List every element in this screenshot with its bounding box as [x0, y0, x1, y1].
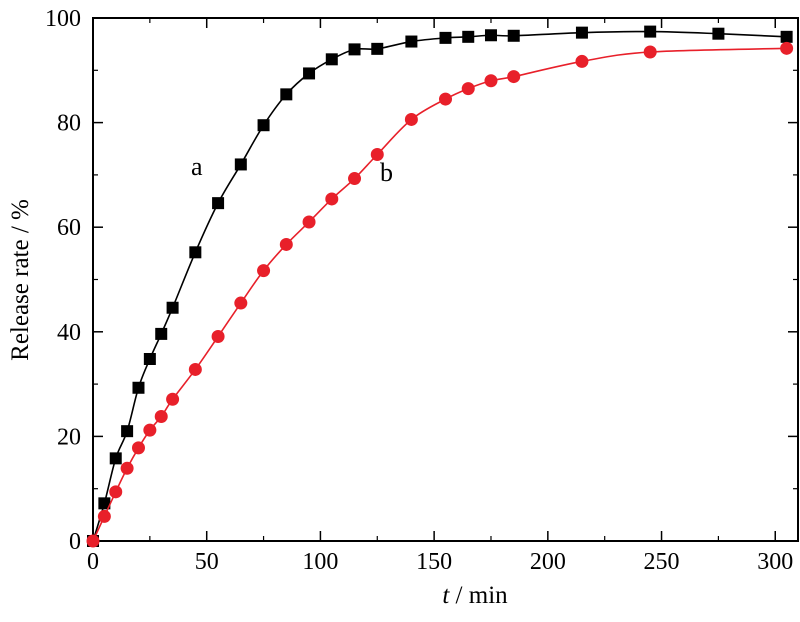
x-tick-label: 250 — [644, 549, 680, 575]
series-label-b: b — [380, 158, 393, 187]
series-b-point — [86, 534, 100, 548]
y-tick-label: 80 — [57, 111, 81, 137]
y-axis-title: Release rate / % — [7, 199, 34, 361]
series-b-point — [143, 423, 157, 437]
series-a-point — [121, 425, 134, 438]
x-axis-title-unit: / min — [449, 582, 508, 609]
series-layer — [86, 25, 794, 548]
series-b-point — [120, 461, 134, 475]
x-tick-label: 0 — [87, 549, 99, 575]
series-a-point — [109, 452, 122, 465]
series-b-point — [575, 54, 589, 68]
series-b-point — [484, 74, 498, 88]
series-a-point — [234, 158, 247, 171]
series-a-point — [325, 53, 338, 66]
series-b-point — [302, 215, 316, 229]
series-a-point — [212, 197, 225, 210]
y-tick-label: 20 — [57, 424, 81, 450]
series-b-point — [348, 172, 362, 186]
series-a-point — [143, 352, 156, 365]
series-a-point — [712, 27, 725, 40]
series-a-point — [644, 25, 657, 38]
series-b-point — [234, 296, 248, 310]
series-b-point — [154, 410, 168, 424]
y-tick-label: 40 — [57, 320, 81, 346]
series-a-point — [166, 301, 179, 314]
series-b-point — [109, 485, 123, 499]
series-a-point — [507, 29, 520, 42]
x-tick-label: 50 — [195, 549, 219, 575]
x-tick-label: 200 — [530, 549, 566, 575]
series-label-a: a — [191, 152, 203, 181]
series-b-point — [131, 441, 145, 455]
series-a-point — [371, 42, 384, 55]
series-a-point — [280, 88, 293, 101]
series-b-point — [404, 112, 418, 126]
series-b-point — [507, 70, 521, 84]
series-b-point — [279, 237, 293, 251]
series-a-point — [439, 31, 452, 44]
x-axis-title: t / min — [442, 582, 508, 609]
series-b-point — [780, 41, 794, 55]
y-tick-label: 100 — [45, 6, 81, 32]
series-a-point — [98, 497, 111, 510]
y-tick-label: 0 — [69, 529, 81, 555]
series-b-point — [461, 82, 475, 96]
x-tick-label: 150 — [416, 549, 452, 575]
series-a-point — [575, 26, 588, 39]
series-a-point — [189, 246, 202, 259]
series-a-point — [257, 119, 270, 132]
series-a-point — [405, 35, 418, 48]
y-tick-label: 60 — [57, 215, 81, 241]
series-a-point — [462, 30, 475, 43]
series-a-point — [348, 43, 361, 56]
series-a-point — [155, 327, 168, 340]
ticks-layer: 0 50 100 150 200 250 300 0 20 40 60 80 100 — [45, 6, 798, 575]
series-a-point — [780, 30, 793, 43]
series-a-line — [92, 30, 787, 542]
series-b-point — [188, 362, 202, 376]
series-b-point — [211, 330, 225, 344]
series-b-point — [370, 148, 384, 162]
series-b-line — [92, 47, 787, 542]
series-b-point — [643, 45, 657, 59]
series-b-point — [257, 264, 271, 278]
x-tick-label: 300 — [757, 549, 793, 575]
x-tick-label: 100 — [302, 549, 338, 575]
series-b-point — [325, 192, 339, 206]
series-a-point — [303, 67, 316, 80]
series-b-point — [439, 92, 452, 106]
series-a-point — [132, 381, 145, 394]
series-a-point — [484, 29, 497, 42]
series-b-point — [166, 392, 180, 406]
series-b-point — [97, 509, 111, 523]
x-axis-title-italic: t — [442, 582, 450, 609]
